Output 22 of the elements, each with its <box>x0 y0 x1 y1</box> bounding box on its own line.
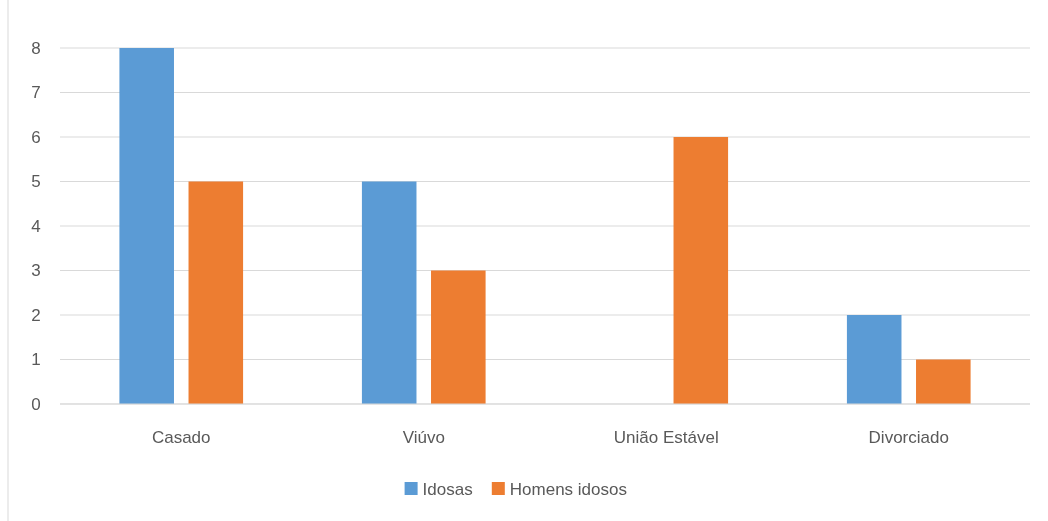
legend-label: Homens idosos <box>509 479 627 499</box>
y-tick-label: 3 <box>31 261 41 281</box>
bar <box>431 270 486 404</box>
bar <box>361 181 417 404</box>
bar <box>673 137 729 404</box>
x-tick-label: Divorciado <box>868 427 949 447</box>
y-tick-label: 7 <box>31 83 41 103</box>
bar <box>846 315 902 404</box>
y-tick-label: 1 <box>31 350 41 370</box>
bar <box>119 48 174 404</box>
y-tick-label: 4 <box>31 216 41 236</box>
y-tick-label: 0 <box>31 394 41 414</box>
y-tick-label: 6 <box>31 127 41 147</box>
x-tick-label: Casado <box>151 427 211 447</box>
bar <box>916 359 971 404</box>
y-tick-label: 5 <box>31 172 41 192</box>
legend-label: Idosas <box>422 479 473 499</box>
y-tick-label: 8 <box>31 38 41 58</box>
y-tick-label: 2 <box>31 305 41 325</box>
x-tick-label: Viúvo <box>402 427 445 447</box>
bar <box>188 181 244 404</box>
x-tick-label: União Estável <box>613 427 719 447</box>
